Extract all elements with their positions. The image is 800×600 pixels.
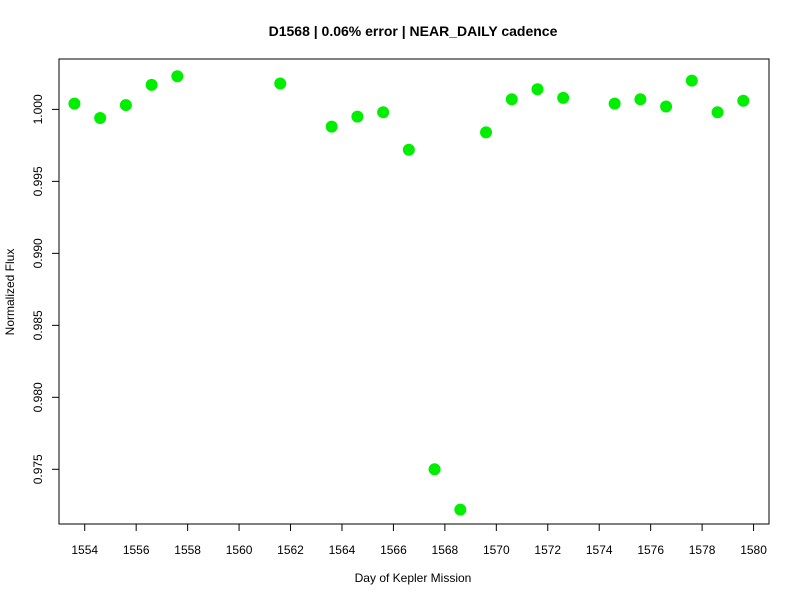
y-tick-label: 1.000 — [31, 94, 45, 124]
data-point — [634, 93, 647, 106]
x-tick-label: 1570 — [483, 543, 510, 557]
x-tick-label: 1554 — [71, 543, 98, 557]
data-point — [711, 106, 724, 119]
x-tick-label: 1556 — [123, 543, 150, 557]
y-tick-label: 0.990 — [31, 238, 45, 268]
data-points — [68, 70, 750, 516]
x-tick-label: 1566 — [380, 543, 407, 557]
y-tick-label: 0.995 — [31, 166, 45, 196]
data-point — [737, 94, 750, 107]
data-point — [685, 74, 698, 87]
x-tick-label: 1558 — [174, 543, 201, 557]
data-point — [505, 93, 518, 106]
x-tick-label: 1580 — [740, 543, 767, 557]
data-point — [557, 91, 570, 104]
data-point — [68, 97, 81, 110]
x-tick-label: 1560 — [226, 543, 253, 557]
y-tick-label: 0.980 — [31, 382, 45, 412]
data-point — [171, 70, 184, 83]
data-point — [608, 97, 621, 110]
x-tick-label: 1576 — [637, 543, 664, 557]
data-point — [480, 126, 493, 139]
data-point — [94, 112, 107, 125]
data-point — [428, 463, 441, 476]
data-point — [119, 99, 132, 112]
plot-frame — [58, 58, 770, 525]
y-tick-label: 0.985 — [31, 310, 45, 340]
data-point — [351, 110, 364, 123]
data-point — [145, 78, 158, 91]
x-axis-label: Day of Kepler Mission — [355, 571, 472, 585]
x-tick-label: 1564 — [329, 543, 356, 557]
chart-title: D1568 | 0.06% error | NEAR_DAILY cadence — [269, 23, 558, 39]
data-point — [377, 106, 390, 119]
x-tick-label: 1562 — [277, 543, 304, 557]
data-point — [274, 77, 287, 90]
x-tick-label: 1578 — [689, 543, 716, 557]
x-tick-label: 1574 — [586, 543, 613, 557]
x-tick-label: 1572 — [534, 543, 561, 557]
data-point — [325, 120, 338, 133]
y-axis: 0.975 0.980 0.985 0.990 0.995 1.000 — [31, 94, 59, 484]
x-axis: 1554 1556 1558 1560 1562 1564 1566 1568 1570 1572… — [71, 524, 767, 557]
data-point — [660, 100, 673, 113]
data-point — [402, 143, 415, 156]
y-tick-label: 0.975 — [31, 454, 45, 484]
x-tick-label: 1568 — [432, 543, 459, 557]
data-point — [454, 503, 467, 516]
y-axis-label: Normalized Flux — [3, 249, 17, 336]
data-point — [531, 83, 544, 96]
